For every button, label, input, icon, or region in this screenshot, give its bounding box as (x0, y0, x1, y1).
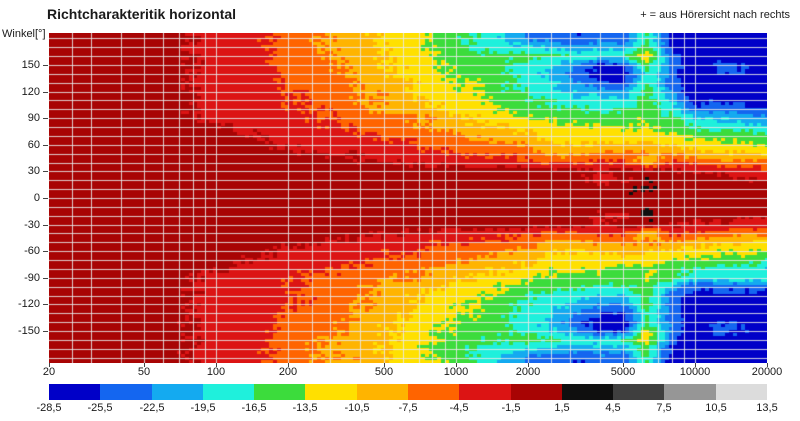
legend-color-swatch (254, 384, 306, 400)
y-tick-mark (43, 65, 48, 66)
x-tick-label: 5000 (610, 366, 636, 378)
legend-color-swatch (664, 384, 716, 400)
directivity-heatmap-canvas (49, 33, 767, 363)
y-tick-label: 0 (33, 192, 40, 204)
y-tick-label: -120 (17, 298, 40, 310)
y-tick-label: -60 (24, 245, 40, 257)
legend-label: -19,5 (190, 402, 216, 414)
legend-color-swatch (49, 384, 101, 400)
legend-label: -16,5 (241, 402, 267, 414)
y-tick-label: -90 (24, 272, 40, 284)
legend-color-swatch (202, 384, 255, 400)
page-title: Richtcharakteritik horizontal (47, 6, 237, 22)
legend-color-swatch (459, 384, 511, 400)
legend-color-swatch (561, 384, 614, 400)
x-tick-label: 20000 (751, 366, 783, 378)
y-tick-label: -150 (17, 325, 40, 337)
x-tick-mark (288, 363, 289, 367)
x-tick-label: 500 (374, 366, 394, 378)
x-tick-mark (49, 363, 50, 367)
legend-color-swatch (151, 384, 203, 400)
x-tick-label: 1000 (443, 366, 469, 378)
y-tick-mark (43, 304, 48, 305)
legend-color-swatch (407, 384, 460, 400)
x-tick-label: 2000 (515, 366, 541, 378)
x-tick-mark (767, 363, 768, 367)
x-tick-mark (528, 363, 529, 367)
legend-label: -10,5 (344, 402, 370, 414)
legend-label: -22,5 (139, 402, 165, 414)
y-tick-mark (43, 278, 48, 279)
x-tick-mark (144, 363, 145, 367)
x-tick-label: 50 (137, 366, 151, 378)
orientation-note: + = aus Hörersicht nach rechts (640, 9, 790, 21)
legend-color-swatch (100, 384, 152, 400)
y-tick-label: 120 (21, 86, 40, 98)
legend-label: -7,5 (398, 402, 418, 414)
x-tick-mark (695, 363, 696, 367)
legend-label: -1,5 (501, 402, 521, 414)
legend-color-swatch (613, 384, 665, 400)
x-tick-label: 200 (278, 366, 298, 378)
legend-color-swatch (356, 384, 408, 400)
y-tick-label: 30 (27, 165, 40, 177)
legend-label: -4,5 (449, 402, 469, 414)
x-tick-label: 100 (206, 366, 226, 378)
legend-label: 4,5 (605, 402, 621, 414)
x-tick-label: 20 (42, 366, 56, 378)
legend-color-swatch (305, 384, 357, 400)
y-tick-mark (43, 118, 48, 119)
legend-label: 13,5 (756, 402, 778, 414)
legend-label: -28,5 (36, 402, 62, 414)
y-tick-mark (43, 145, 48, 146)
legend-label: 1,5 (554, 402, 570, 414)
legend-label: 10,5 (705, 402, 727, 414)
y-tick-mark (43, 171, 48, 172)
legend-color-swatch (510, 384, 562, 400)
y-tick-mark (43, 198, 48, 199)
y-tick-label: 60 (27, 139, 40, 151)
y-tick-label: -30 (24, 219, 40, 231)
x-tick-mark (456, 363, 457, 367)
legend-label: -25,5 (87, 402, 113, 414)
y-tick-mark (43, 225, 48, 226)
y-tick-mark (43, 251, 48, 252)
y-tick-label: 90 (27, 112, 40, 124)
x-tick-label: 10000 (679, 366, 711, 378)
legend-color-swatch (715, 384, 767, 400)
y-axis-label: Winkel[°] (2, 28, 46, 40)
x-tick-mark (216, 363, 217, 367)
legend-label: -13,5 (292, 402, 318, 414)
y-tick-mark (43, 92, 48, 93)
x-tick-mark (623, 363, 624, 367)
x-tick-mark (384, 363, 385, 367)
y-tick-mark (43, 331, 48, 332)
legend-label: 7,5 (656, 402, 672, 414)
colorbar (49, 384, 767, 400)
y-tick-label: 150 (21, 59, 40, 71)
